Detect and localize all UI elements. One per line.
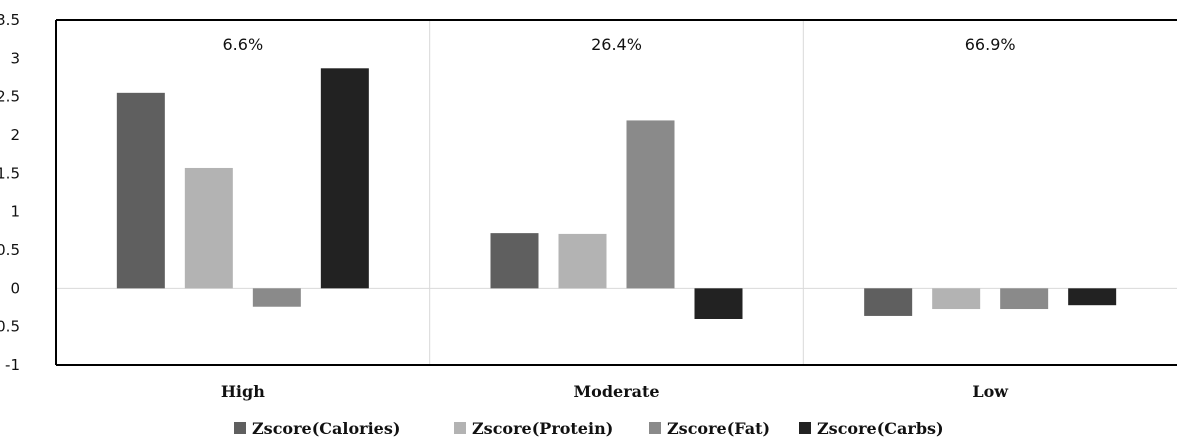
legend-label: Zscore(Protein) — [472, 419, 613, 438]
legend-swatch — [454, 422, 466, 434]
legend-swatch — [799, 422, 811, 434]
x-tick-label: High — [221, 382, 265, 401]
legend-swatch — [234, 422, 246, 434]
y-tick-label: 3 — [10, 49, 20, 67]
legend: Zscore(Calories) Zscore(Protein) Zscore(Fa… — [234, 419, 944, 438]
bar-high-zscore-protein — [184, 167, 233, 289]
bar-moderate-zscore-fat — [626, 120, 675, 289]
legend-label: Zscore(Fat) — [667, 419, 770, 438]
bar-moderate-zscore-protein — [558, 233, 607, 289]
y-tick-label: 0 — [10, 279, 20, 297]
legend-label: Zscore(Carbs) — [817, 419, 944, 438]
y-tick-label: 0.5 — [0, 241, 20, 259]
x-tick-label: Low — [972, 382, 1009, 401]
y-tick-label: 2 — [10, 126, 20, 144]
group-percent-label: 66.9% — [965, 35, 1016, 54]
group-percent-labels: 6.6% 26.4% 66.9% — [223, 35, 1016, 54]
bar-high-zscore-carbs — [320, 68, 369, 289]
bar-low-zscore-fat — [1000, 288, 1049, 310]
bar-high-zscore-fat — [252, 288, 301, 307]
x-tick-labels: High Moderate Low — [221, 382, 1009, 401]
y-tick-label: -1 — [5, 356, 20, 374]
bar-low-zscore-calories — [864, 288, 913, 316]
y-tick-label: -0.5 — [0, 318, 20, 336]
bars — [116, 68, 1117, 319]
y-tick-label: 1 — [10, 203, 20, 221]
y-tick-labels: 3.5 3 2.5 2 1.5 1 0.5 0 -0.5 -1 — [0, 11, 20, 374]
x-tick-label: Moderate — [573, 382, 659, 401]
group-percent-label: 26.4% — [591, 35, 642, 54]
y-tick-label: 1.5 — [0, 164, 20, 182]
group-percent-label: 6.6% — [223, 35, 264, 54]
bar-moderate-zscore-calories — [490, 233, 539, 289]
legend-swatch — [649, 422, 661, 434]
bar-low-zscore-protein — [932, 288, 981, 310]
bar-low-zscore-carbs — [1068, 288, 1117, 306]
bar-high-zscore-calories — [116, 92, 165, 289]
group-separators — [429, 20, 804, 365]
y-tick-label: 3.5 — [0, 11, 20, 29]
legend-label: Zscore(Calories) — [252, 419, 400, 438]
y-tick-label: 2.5 — [0, 88, 20, 106]
bar-moderate-zscore-carbs — [694, 288, 743, 319]
